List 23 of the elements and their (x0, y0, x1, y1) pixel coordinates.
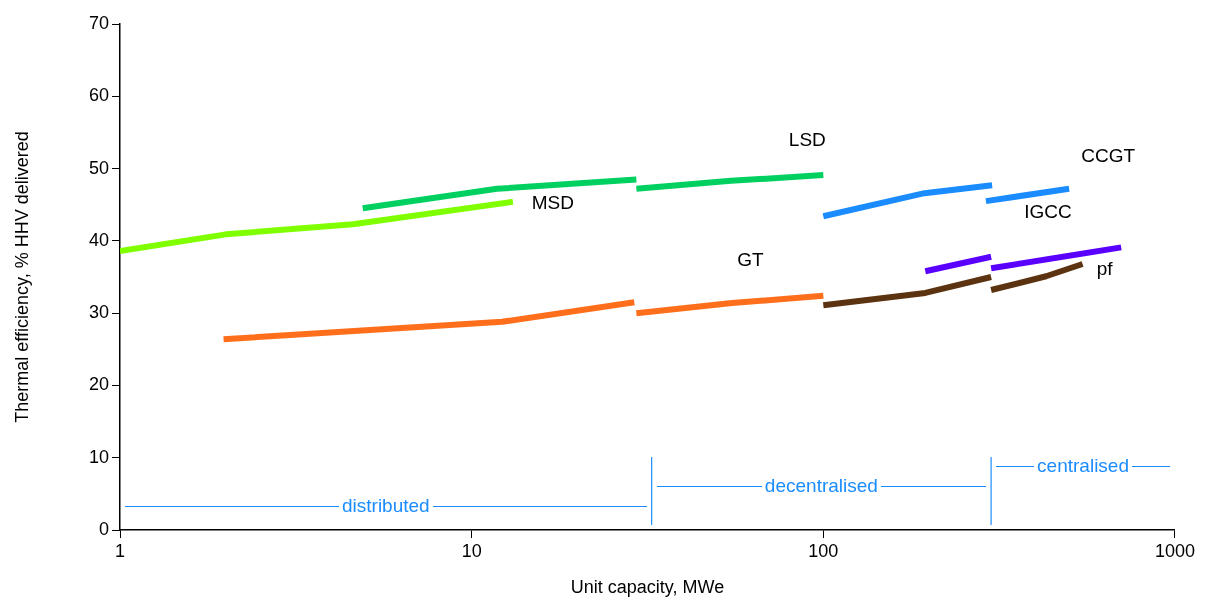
x-tick-label: 100 (808, 540, 839, 561)
series-label: CCGT (1081, 145, 1136, 167)
y-tick-label: 60 (88, 85, 109, 106)
y-tick-label: 40 (88, 229, 109, 250)
y-tick-label: 30 (88, 302, 109, 323)
x-tick-label: 10 (461, 540, 482, 561)
y-axis-title: Thermal efficiency, % HHV delivered (11, 131, 32, 423)
series-label: LSD (788, 129, 826, 151)
y-tick-label: 70 (88, 12, 109, 33)
y-tick-label: 50 (88, 157, 109, 178)
x-tick-label: 1 (114, 540, 126, 561)
y-tick-label: 10 (88, 446, 109, 467)
x-axis-title: Unit capacity, MWe (570, 577, 725, 598)
series-label: MSD (531, 192, 575, 214)
annotation: decentralised (764, 475, 878, 497)
series-label: GT (737, 249, 764, 271)
annotation: centralised (1037, 455, 1129, 477)
annotation: IGCC (1024, 201, 1072, 223)
series-label: pf (1096, 258, 1114, 280)
y-tick-label: 20 (88, 374, 109, 395)
x-tick-label: 1000 (1154, 540, 1195, 561)
y-tick-label: 0 (98, 518, 109, 539)
annotation: distributed (342, 495, 430, 517)
